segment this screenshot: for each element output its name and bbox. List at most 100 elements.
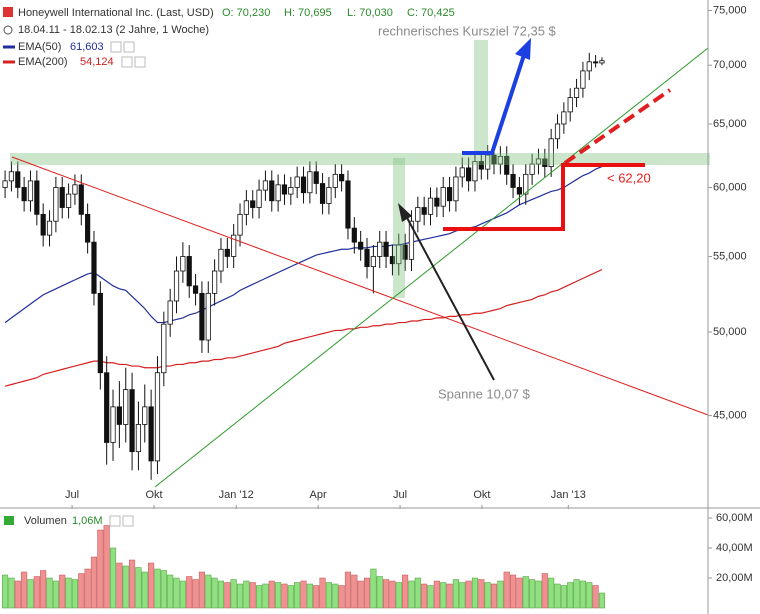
candle-body: [21, 187, 27, 202]
volume-bar: [465, 580, 472, 609]
volume-bar: [167, 574, 174, 609]
resistance-band: [10, 153, 710, 165]
volume-bar: [84, 568, 91, 609]
volume-bar: [548, 577, 555, 609]
volume-bar: [541, 573, 548, 609]
volume-bar: [78, 573, 85, 609]
volume-label: Volumen: [24, 515, 67, 527]
volume-bar: [109, 547, 117, 609]
candle-body: [389, 256, 396, 265]
settings-button[interactable]: [110, 41, 122, 53]
volume-bar: [52, 580, 59, 609]
candle-body: [135, 424, 142, 453]
volume-bar: [510, 574, 517, 609]
candle-body: [288, 187, 294, 195]
volume-bar: [14, 580, 21, 609]
volume-bar: [433, 580, 440, 609]
volume-bar: [319, 577, 326, 609]
volume-bar: [376, 576, 383, 609]
volume-bar: [224, 582, 231, 609]
close-button[interactable]: [134, 56, 146, 68]
candle-body: [396, 244, 402, 265]
candle-body: [237, 213, 243, 236]
volume-bar: [427, 585, 434, 609]
candle-body: [358, 241, 364, 250]
volume-bar: [573, 579, 580, 609]
range-band: [393, 158, 405, 298]
candle-body: [154, 372, 161, 462]
candle-body: [212, 270, 218, 294]
settings-button[interactable]: [121, 56, 133, 68]
candle-body: [167, 300, 173, 325]
annotation: < 62,20: [607, 170, 651, 185]
volume-bar: [211, 577, 218, 609]
close-button[interactable]: [123, 41, 135, 53]
settings-button[interactable]: [109, 515, 121, 527]
target-arrow: [462, 54, 526, 155]
y-tick-label: 65,000: [713, 118, 747, 130]
candle-body: [72, 184, 78, 195]
candle-body: [180, 256, 186, 272]
volume-bar: [408, 580, 415, 609]
candle-body: [408, 220, 415, 260]
x-tick-label: Apr: [310, 489, 327, 501]
x-tick-label: Jan '12: [219, 489, 254, 501]
ema-line: [4, 269, 603, 387]
volume-bar: [579, 580, 586, 609]
candle-body: [599, 60, 605, 64]
candle-body: [307, 171, 313, 194]
x-tick-label: Jul: [65, 489, 79, 501]
candle-body: [34, 180, 40, 215]
y-tick-label: 45,000: [713, 410, 747, 422]
volume-bar: [268, 580, 275, 609]
volume-bar: [8, 577, 15, 609]
volume-bar: [490, 583, 498, 609]
close-button[interactable]: [122, 515, 134, 527]
candle-body: [567, 97, 573, 113]
plot: 75,000 70,000 65,000 60,000 55,000 50,000 45,0…: [2, 4, 753, 609]
candle-body: [231, 234, 237, 257]
candle-body: [377, 241, 383, 257]
candle-body: [269, 180, 275, 202]
candle-body: [116, 406, 122, 425]
candle-body: [256, 189, 262, 208]
candle-body: [339, 173, 345, 182]
candle-body: [319, 183, 326, 204]
ohlc: H: 70,695: [284, 7, 332, 19]
volume-bar: [287, 585, 294, 609]
candle-body: [129, 389, 135, 453]
volume-bar: [243, 580, 250, 609]
candle-body: [300, 176, 307, 194]
volume-bar: [306, 583, 313, 609]
volume-bar: [459, 582, 466, 609]
candle-body: [510, 173, 516, 188]
candle-body: [205, 292, 211, 341]
volume-bar: [249, 582, 256, 609]
candle-body: [262, 180, 269, 191]
candle-body: [548, 138, 554, 167]
candle-body: [78, 184, 84, 215]
y-tick-label: 60,00M: [716, 512, 753, 524]
volume-bar: [560, 585, 567, 609]
candle-body: [466, 167, 472, 182]
stop-line: [443, 163, 645, 231]
candle-body: [485, 154, 491, 170]
candle-body: [478, 161, 484, 170]
volume-bar: [440, 582, 447, 609]
volume-bar: [281, 583, 288, 609]
candle-body: [523, 173, 529, 195]
volume-bar: [256, 585, 263, 609]
candle-body: [53, 187, 59, 222]
volume-bar: [198, 571, 205, 609]
uptrend-line: [154, 47, 709, 488]
x-tick-label: Jul: [393, 489, 407, 501]
candle-body: [497, 155, 503, 165]
candle-body: [434, 197, 440, 207]
volume-bar: [535, 580, 542, 609]
volume-bar: [414, 577, 421, 609]
candle-body: [91, 241, 97, 294]
volume-bar: [497, 580, 504, 609]
candle-body: [27, 180, 34, 202]
candle-body: [142, 406, 148, 425]
